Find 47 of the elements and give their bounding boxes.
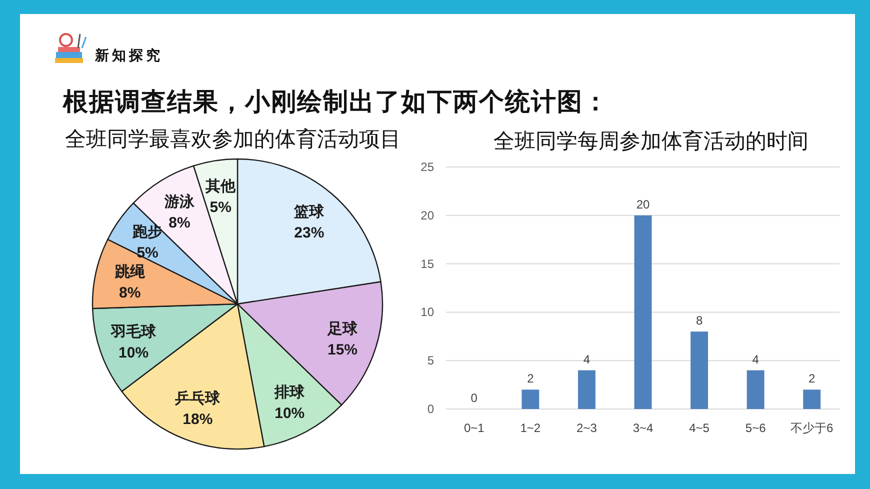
slice-label: 篮球 bbox=[293, 203, 326, 220]
bar bbox=[634, 215, 652, 409]
data-label: 8% bbox=[119, 284, 141, 302]
bar bbox=[746, 370, 764, 409]
slice-label: 其他 bbox=[204, 178, 237, 196]
slice-label: 乒乓球 bbox=[174, 390, 222, 407]
y-tick-label: 10 bbox=[420, 305, 434, 320]
x-tick-label: 1~2 bbox=[520, 421, 541, 435]
data-label: 0 bbox=[470, 391, 478, 405]
data-label: 15% bbox=[328, 341, 358, 358]
data-label: 4 bbox=[752, 352, 760, 366]
chart-title: 全班同学最喜欢参加的体育活动项目 bbox=[65, 127, 401, 151]
x-tick-label: 不少于6 bbox=[790, 421, 834, 435]
slice-label: 跳绳 bbox=[114, 263, 146, 280]
x-tick-label: 3~4 bbox=[632, 421, 654, 435]
x-tick-label: 4~5 bbox=[689, 421, 710, 435]
data-label: 2 bbox=[527, 372, 534, 386]
y-tick-label: 20 bbox=[420, 208, 434, 222]
bar bbox=[522, 390, 540, 409]
data-label: 23% bbox=[294, 224, 324, 242]
bar bbox=[578, 370, 596, 409]
y-tick-label: 25 bbox=[420, 160, 434, 174]
slice-label: 羽毛球 bbox=[110, 324, 158, 341]
data-label: 10% bbox=[274, 405, 305, 422]
data-label: 2 bbox=[808, 372, 816, 386]
text: 新知探究 bbox=[94, 47, 163, 64]
data-label: 8% bbox=[168, 214, 190, 232]
data-label: 10% bbox=[118, 344, 149, 362]
data-label: 8 bbox=[696, 314, 703, 328]
chart-title: 全班同学每周参加体育活动的时间 bbox=[494, 129, 808, 153]
slice-label: 排球 bbox=[274, 384, 306, 402]
data-label: 20 bbox=[636, 197, 650, 212]
data-label: 5% bbox=[136, 244, 158, 262]
x-tick-label: 2~3 bbox=[576, 421, 598, 435]
slice-label: 足球 bbox=[326, 320, 359, 338]
bar bbox=[690, 332, 708, 409]
x-tick-label: 0~1 bbox=[464, 421, 485, 435]
data-label: 4 bbox=[583, 352, 590, 366]
slice-label: 游泳 bbox=[163, 192, 196, 210]
x-tick-label: 5~6 bbox=[745, 421, 766, 435]
text: 根据调查结果，小刚绘制出了如下两个统计图： bbox=[62, 88, 609, 116]
y-tick-label: 0 bbox=[427, 402, 434, 416]
y-tick-label: 5 bbox=[427, 354, 434, 368]
data-label: 18% bbox=[182, 410, 213, 428]
y-tick-label: 15 bbox=[420, 256, 434, 271]
bar bbox=[803, 390, 821, 409]
data-label: 5% bbox=[210, 199, 232, 216]
